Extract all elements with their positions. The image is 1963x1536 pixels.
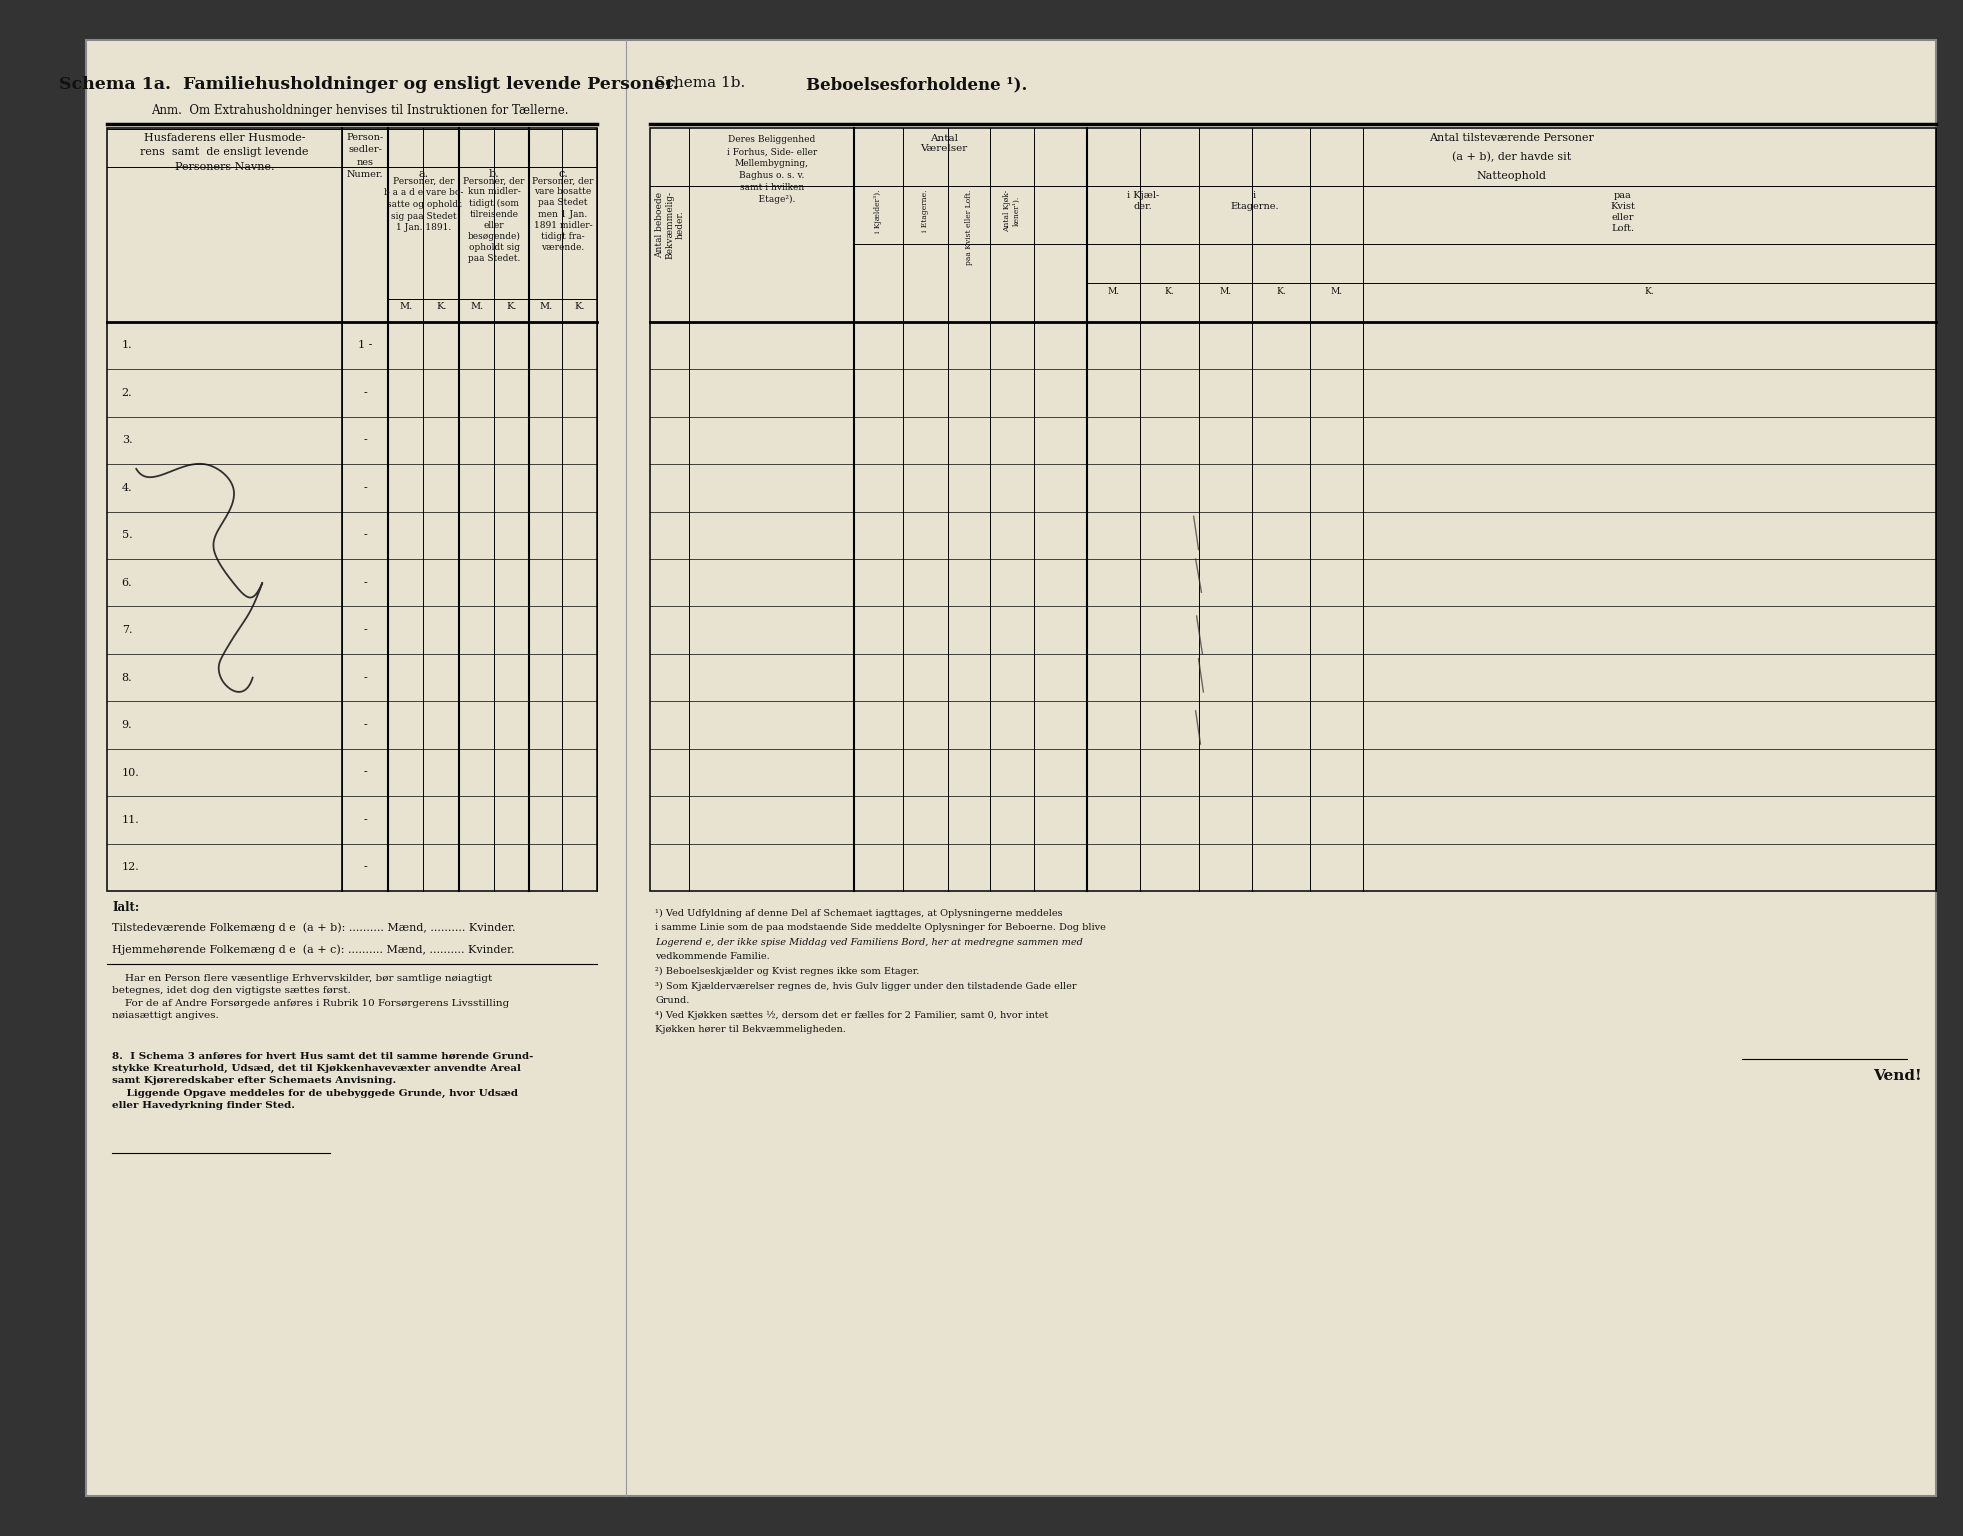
Text: Hjemmehørende Folkemæng d e  (a + c): .......... Mænd, .......... Kvinder.: Hjemmehørende Folkemæng d e (a + c): ...… [112, 945, 514, 955]
Text: Schema 1a.  Familiehusholdninger og ensligt levende Personer.: Schema 1a. Familiehusholdninger og ensli… [59, 77, 679, 94]
Text: c.: c. [557, 169, 567, 180]
Text: -: - [363, 863, 367, 872]
Text: b.: b. [489, 169, 499, 180]
Text: K.: K. [1645, 287, 1655, 296]
Text: -: - [363, 673, 367, 682]
Text: Antal tilsteværende Personer: Antal tilsteværende Personer [1429, 132, 1594, 143]
Text: ⁴) Ved Kjøkken sættes ½, dersom det er fælles for 2 Familier, samt 0, hvor intet: ⁴) Ved Kjøkken sættes ½, dersom det er f… [656, 1011, 1048, 1020]
Text: Grund.: Grund. [656, 995, 689, 1005]
Text: Tilstedeværende Folkemæng d e  (a + b): .......... Mænd, .......... Kvinder.: Tilstedeværende Folkemæng d e (a + b): .… [112, 922, 516, 932]
Text: -: - [363, 625, 367, 636]
Text: -: - [363, 578, 367, 588]
Text: i Kjælder³).: i Kjælder³). [874, 190, 883, 233]
Text: (a + b), der havde sit: (a + b), der havde sit [1453, 152, 1570, 163]
Text: paa Kvist eller Loft.: paa Kvist eller Loft. [966, 190, 974, 266]
Text: Antal
Værelser: Antal Værelser [921, 134, 968, 154]
Text: 6.: 6. [122, 578, 132, 588]
Text: Natteophold: Natteophold [1476, 172, 1547, 181]
Text: M.: M. [540, 303, 552, 312]
Text: K.: K. [1164, 287, 1174, 296]
Text: Ialt:: Ialt: [112, 902, 139, 914]
Text: 4.: 4. [122, 482, 132, 493]
Text: Deres Beliggenhed
i Forhus, Side- eller
Mellembygning,
Baghus o. s. v.
samt i hv: Deres Beliggenhed i Forhus, Side- eller … [726, 135, 817, 204]
Text: 7.: 7. [122, 625, 132, 636]
Text: Husfaderens eller Husmode-
rens  samt  de ensligt levende
Personers Navne.: Husfaderens eller Husmode- rens samt de … [139, 132, 308, 172]
Text: 1.: 1. [122, 341, 132, 350]
Text: M.: M. [1331, 287, 1343, 296]
Text: K.: K. [506, 303, 516, 312]
Text: Antal Kjøk-
kener¹).: Antal Kjøk- kener¹). [1003, 190, 1021, 232]
Text: -: - [363, 530, 367, 541]
Text: 5.: 5. [122, 530, 132, 541]
Text: ¹) Ved Udfyldning af denne Del af Schemaet iagttages, at Oplysningerne meddeles: ¹) Ved Udfyldning af denne Del af Schema… [656, 909, 1062, 919]
Text: Kjøkken hører til Bekvæmmeligheden.: Kjøkken hører til Bekvæmmeligheden. [656, 1025, 846, 1034]
Text: Beboelsesforholdene ¹).: Beboelsesforholdene ¹). [805, 77, 1027, 94]
Text: K.: K. [575, 303, 585, 312]
Text: Logerend e, der ikke spise Middag ved Familiens Bord, her at medregne sammen med: Logerend e, der ikke spise Middag ved Fa… [656, 938, 1084, 946]
Bar [108, 127, 597, 891]
Text: Personer, der
b a a d e vare bo-
satte og opholdt
sig paa Stedet
1 Jan. 1891.: Personer, der b a a d e vare bo- satte o… [385, 177, 463, 232]
Text: i
Etagerne.: i Etagerne. [1231, 190, 1278, 210]
Text: vedkommende Familie.: vedkommende Familie. [656, 952, 769, 962]
Text: Anm.  Om Extrahusholdninger henvises til Instruktionen for Tællerne.: Anm. Om Extrahusholdninger henvises til … [151, 104, 567, 117]
Text: Antal beboede
Bekvæmmelig-
heder.: Antal beboede Bekvæmmelig- heder. [656, 190, 685, 258]
Text: -: - [363, 768, 367, 777]
Text: 10.: 10. [122, 768, 139, 777]
Text: Personer, der
kun midler-
tidigt (som
tilreisende
eller
besøgende)
opholdt sig
p: Personer, der kun midler- tidigt (som ti… [463, 177, 524, 263]
Text: -: - [363, 435, 367, 445]
Text: 1 -: 1 - [357, 341, 373, 350]
Text: Har en Person flere væsentlige Erhvervskilder, bør samtlige nøiagtigt
betegnes, : Har en Person flere væsentlige Erhvervsk… [112, 974, 508, 1020]
Text: a.: a. [418, 169, 430, 180]
Text: M.: M. [469, 303, 483, 312]
Text: ²) Beboelseskjælder og Kvist regnes ikke som Etager.: ²) Beboelseskjælder og Kvist regnes ikke… [656, 966, 919, 975]
Bar [650, 127, 1936, 891]
Text: K.: K. [1276, 287, 1286, 296]
Text: 2.: 2. [122, 389, 132, 398]
Text: Vend!: Vend! [1873, 1069, 1922, 1083]
Text: i Etagerne.: i Etagerne. [921, 190, 928, 232]
Text: Person-
sedler-
nes
Numer.: Person- sedler- nes Numer. [347, 132, 383, 180]
Text: i samme Linie som de paa modstaende Side meddelte Oplysninger for Beboerne. Dog : i samme Linie som de paa modstaende Side… [656, 923, 1105, 932]
Text: Personer, der
vare bosatte
paa Stedet
men 1 Jan.
1891 midler-
tidigt fra-
værend: Personer, der vare bosatte paa Stedet me… [532, 177, 595, 252]
Text: M.: M. [398, 303, 412, 312]
Text: -: - [363, 482, 367, 493]
Text: paa
Kvist
eller
Loft.: paa Kvist eller Loft. [1610, 190, 1635, 233]
Text: ³) Som Kjælderværelser regnes de, hvis Gulv ligger under den tilstadende Gade el: ³) Som Kjælderværelser regnes de, hvis G… [656, 982, 1078, 991]
Text: Schema 1b.: Schema 1b. [656, 77, 746, 91]
Text: 8.: 8. [122, 673, 132, 682]
Text: -: - [363, 720, 367, 730]
Text: M.: M. [1219, 287, 1231, 296]
Text: -: - [363, 389, 367, 398]
Text: 11.: 11. [122, 816, 139, 825]
Text: 3.: 3. [122, 435, 132, 445]
Text: 12.: 12. [122, 863, 139, 872]
Text: -: - [363, 816, 367, 825]
Text: i Kjæl-
der.: i Kjæl- der. [1127, 190, 1158, 210]
Text: M.: M. [1107, 287, 1119, 296]
Text: 9.: 9. [122, 720, 132, 730]
Text: K.: K. [436, 303, 448, 312]
Text: 8.  I Schema 3 anføres for hvert Hus samt det til samme hørende Grund-
stykke Kr: 8. I Schema 3 anføres for hvert Hus samt… [112, 1051, 534, 1111]
